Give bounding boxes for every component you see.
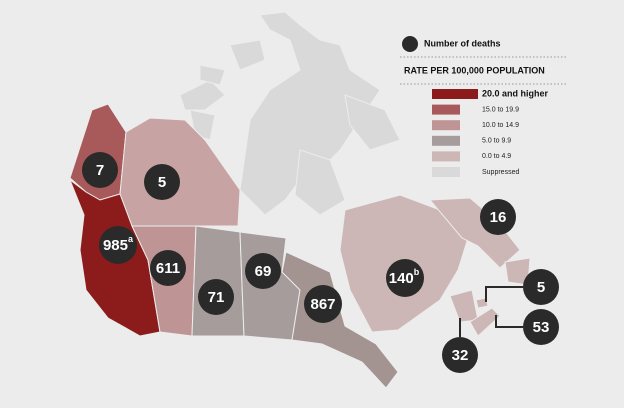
connector bbox=[495, 315, 523, 328]
legend-title: RATE PER 100,000 POPULATION bbox=[404, 65, 545, 75]
deaths: 53 bbox=[533, 319, 550, 336]
deaths: 69 bbox=[255, 263, 272, 280]
bubble bbox=[480, 199, 516, 235]
bubble-label: 32 bbox=[452, 347, 469, 364]
bubble-label: 867 bbox=[310, 296, 335, 313]
legend-label: Suppressed bbox=[482, 169, 519, 176]
bubble-label: 53 bbox=[533, 319, 550, 336]
bubble-label: 16 bbox=[490, 209, 507, 226]
bubble bbox=[99, 226, 137, 264]
note: b bbox=[414, 267, 420, 277]
legend-label: 0.0 to 4.9 bbox=[482, 153, 511, 160]
legend: Number of deaths RATE PER 100,000 POPULA… bbox=[400, 36, 566, 177]
bubble bbox=[304, 285, 342, 323]
legend-label: 5.0 to 9.9 bbox=[482, 138, 511, 145]
legend-swatch bbox=[432, 89, 478, 99]
bubble bbox=[82, 152, 118, 188]
legend-swatch bbox=[432, 104, 460, 115]
bubble bbox=[442, 337, 478, 373]
bubbles: 7 5 985a 611 71 69 867 140b 16 5 53 32 bbox=[82, 152, 559, 373]
legend-swatch bbox=[432, 120, 460, 131]
bubble-label: 611 bbox=[156, 260, 180, 277]
deaths: 5 bbox=[158, 174, 166, 191]
deaths: 7 bbox=[96, 162, 104, 179]
deaths: 611 bbox=[156, 260, 180, 277]
deaths: 985 bbox=[103, 237, 128, 254]
bubble-label: 7 bbox=[96, 162, 104, 179]
bubble-label: 5 bbox=[158, 174, 166, 191]
legend-label: 20.0 and higher bbox=[482, 88, 549, 98]
deaths: 32 bbox=[452, 347, 469, 364]
bubble bbox=[150, 250, 186, 286]
bubble-label: 140b bbox=[389, 267, 420, 287]
legend-swatch bbox=[432, 167, 460, 177]
deaths: 140 bbox=[389, 270, 414, 287]
deaths: 71 bbox=[208, 289, 225, 306]
bubble bbox=[386, 259, 424, 297]
suppressed-areas bbox=[179, 11, 401, 216]
legend-swatch bbox=[432, 135, 460, 146]
deaths: 5 bbox=[537, 279, 545, 296]
legend-deaths-label: Number of deaths bbox=[424, 38, 501, 48]
bubble bbox=[523, 309, 559, 345]
ontario bbox=[281, 251, 399, 389]
bubble-label: 5 bbox=[537, 279, 545, 296]
bubble bbox=[245, 253, 281, 289]
deaths: 16 bbox=[490, 209, 507, 226]
bubble bbox=[144, 164, 180, 200]
connector bbox=[485, 286, 523, 302]
nova-scotia bbox=[469, 307, 501, 337]
bubble-label: 69 bbox=[255, 263, 272, 280]
bubble-label: 71 bbox=[208, 289, 225, 306]
labrador bbox=[428, 197, 521, 269]
bubble-label: 985a bbox=[103, 234, 134, 254]
deaths: 867 bbox=[310, 296, 335, 313]
bubble bbox=[198, 279, 234, 315]
bubble bbox=[523, 269, 559, 305]
note: a bbox=[128, 234, 134, 244]
legend-label: 15.0 to 19.9 bbox=[482, 106, 519, 113]
legend-bubble bbox=[402, 36, 418, 52]
legend-swatch bbox=[432, 151, 460, 162]
legend-label: 10.0 to 14.9 bbox=[482, 122, 519, 129]
